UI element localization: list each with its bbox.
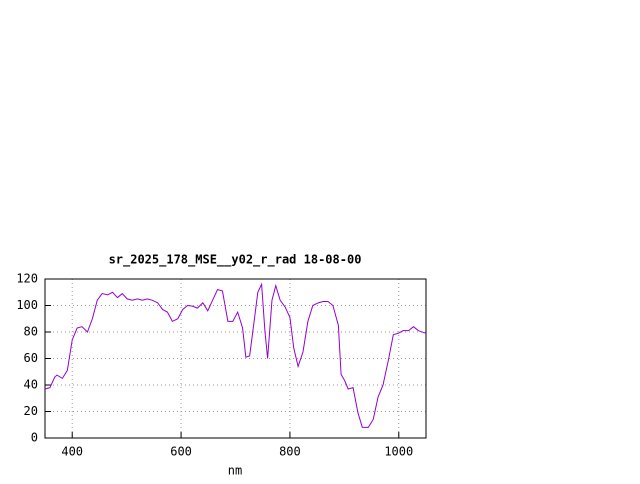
y-tick-label: 60 xyxy=(24,351,38,365)
x-tick-label: 600 xyxy=(170,445,192,459)
x-tick-label: 400 xyxy=(61,445,83,459)
x-tick-label: 1000 xyxy=(384,445,413,459)
plot-frame xyxy=(44,278,427,439)
y-tick-label: 80 xyxy=(24,325,38,339)
y-tick-label: 0 xyxy=(31,431,38,445)
y-tick-label: 20 xyxy=(24,404,38,418)
x-tick-label: 800 xyxy=(279,445,301,459)
y-tick-label: 100 xyxy=(16,298,38,312)
y-tick-label: 120 xyxy=(16,272,38,286)
chart-title: sr_2025_178_MSE__y02_r_rad 18-08-00 xyxy=(109,253,362,268)
y-tick-label: 40 xyxy=(24,378,38,392)
x-axis-label: nm xyxy=(228,464,242,478)
data-line xyxy=(44,282,427,428)
